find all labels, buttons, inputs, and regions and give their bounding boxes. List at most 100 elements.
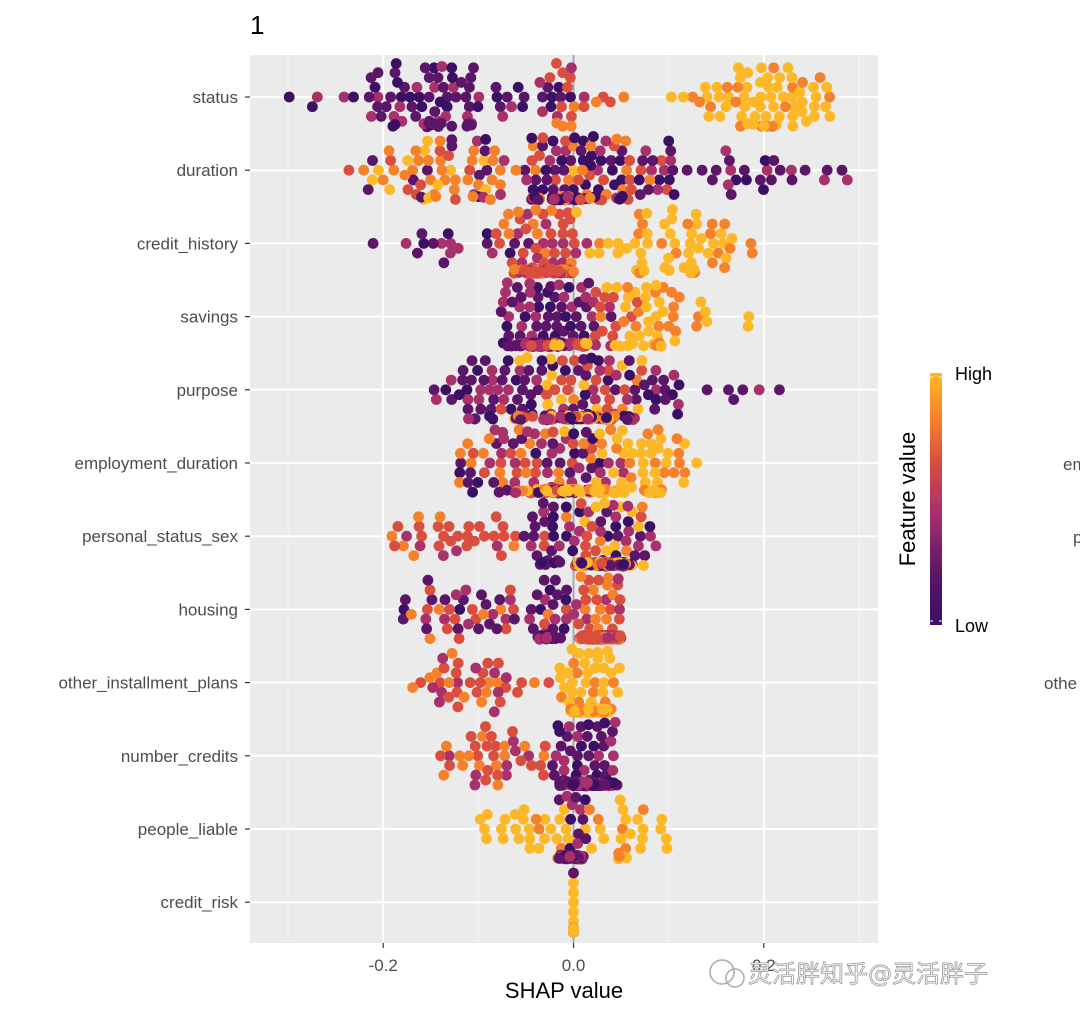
shap-point-duration bbox=[489, 145, 500, 157]
shap-point-duration bbox=[478, 155, 490, 166]
shap-point-status bbox=[756, 62, 767, 74]
shap-point-status bbox=[809, 111, 820, 122]
shap-point-savings bbox=[653, 320, 665, 332]
shap-point-status bbox=[389, 119, 401, 130]
shap-point-purpose bbox=[774, 384, 785, 396]
shap-point-people_liable bbox=[598, 833, 610, 845]
shap-point-housing bbox=[505, 584, 516, 596]
shap-point-status bbox=[736, 111, 747, 122]
shap-point-employment_duration bbox=[501, 484, 513, 496]
shap-point-housing bbox=[421, 623, 432, 635]
shap-point-status bbox=[787, 111, 799, 122]
shap-point-personal_status_sex bbox=[567, 545, 579, 557]
shap-point-other_installment_plans bbox=[493, 657, 504, 669]
shap-point-status bbox=[423, 72, 435, 83]
shap-point-personal_status_sex bbox=[547, 521, 558, 532]
shap-point-employment_duration bbox=[573, 462, 585, 474]
shap-point-personal_status_sex bbox=[618, 559, 630, 570]
shap-point-purpose bbox=[545, 353, 557, 365]
shap-point-status bbox=[473, 91, 485, 103]
shap-point-credit_history bbox=[416, 228, 428, 240]
shap-point-status bbox=[406, 101, 418, 113]
shap-point-status bbox=[429, 81, 440, 93]
shap-point-credit_history bbox=[745, 238, 757, 249]
shap-point-duration bbox=[549, 164, 561, 176]
shap-point-personal_status_sex bbox=[612, 530, 624, 542]
shap-point-duration bbox=[821, 164, 833, 176]
shap-point-status bbox=[537, 91, 548, 103]
shap-point-purpose bbox=[462, 394, 474, 405]
shap-point-status bbox=[801, 115, 812, 127]
shap-point-purpose bbox=[492, 384, 504, 396]
shap-point-savings bbox=[563, 282, 575, 293]
shap-point-purpose bbox=[629, 384, 641, 396]
shap-point-housing bbox=[547, 599, 559, 610]
shap-point-credit_history bbox=[642, 238, 653, 249]
clipped-label-em: em bbox=[1063, 455, 1080, 474]
shap-point-housing bbox=[487, 608, 499, 620]
shap-point-duration bbox=[759, 155, 771, 166]
shap-point-people_liable bbox=[524, 833, 536, 845]
shap-point-duration bbox=[449, 184, 460, 196]
shap-point-people_liable bbox=[579, 794, 591, 806]
shap-point-credit_history bbox=[481, 228, 493, 240]
shap-point-duration bbox=[498, 155, 510, 166]
shap-point-personal_status_sex bbox=[576, 557, 588, 569]
shap-point-status bbox=[512, 81, 524, 93]
shap-point-credit_history bbox=[691, 218, 703, 230]
shap-point-purpose bbox=[556, 394, 567, 405]
shap-point-credit_history bbox=[635, 247, 647, 259]
shap-point-status bbox=[732, 81, 744, 93]
shap-point-housing bbox=[590, 613, 601, 625]
shap-point-duration bbox=[577, 155, 589, 166]
shap-point-status bbox=[738, 91, 750, 103]
shap-point-duration bbox=[647, 155, 659, 166]
shap-point-savings bbox=[650, 279, 662, 291]
shap-point-personal_status_sex bbox=[434, 511, 446, 523]
shap-point-housing bbox=[509, 613, 520, 625]
shap-point-employment_duration bbox=[605, 424, 617, 436]
shap-point-personal_status_sex bbox=[554, 556, 566, 568]
shap-point-housing bbox=[527, 623, 539, 635]
shap-point-duration bbox=[560, 135, 571, 147]
x-axis-labels: -0.2 0.0 0.2 bbox=[369, 943, 776, 975]
shap-point-duration bbox=[725, 189, 737, 200]
shap-point-purpose bbox=[672, 408, 683, 420]
shap-point-purpose bbox=[514, 365, 526, 376]
shap-point-duration bbox=[434, 135, 446, 147]
shap-point-people_liable bbox=[592, 813, 604, 825]
shap-point-credit_history bbox=[594, 238, 605, 249]
shap-point-number_credits bbox=[477, 731, 488, 742]
shap-point-credit_risk bbox=[568, 867, 579, 879]
shap-point-purpose bbox=[565, 374, 577, 386]
shap-point-purpose bbox=[604, 394, 615, 405]
shap-point-savings bbox=[506, 296, 518, 308]
shap-point-duration bbox=[668, 189, 680, 200]
shap-point-savings bbox=[595, 311, 607, 322]
shap-point-credit_history bbox=[706, 218, 718, 230]
shap-point-savings bbox=[640, 291, 651, 303]
shap-point-duration bbox=[841, 174, 853, 186]
shap-point-duration bbox=[755, 174, 766, 186]
shap-point-credit_history bbox=[593, 247, 605, 259]
shap-point-status bbox=[741, 81, 753, 93]
shap-point-personal_status_sex bbox=[401, 530, 412, 542]
shap-point-employment_duration bbox=[618, 486, 630, 498]
shap-point-other_installment_plans bbox=[443, 691, 455, 703]
shap-point-status bbox=[394, 101, 406, 113]
shap-point-housing bbox=[439, 613, 450, 625]
shap-point-purpose bbox=[542, 399, 554, 410]
shap-point-savings bbox=[633, 330, 645, 342]
shap-point-other_installment_plans bbox=[589, 662, 601, 674]
shap-point-number_credits bbox=[555, 740, 567, 752]
shap-point-status bbox=[562, 81, 573, 93]
shap-point-duration bbox=[343, 164, 355, 176]
shap-point-status bbox=[703, 111, 715, 122]
shap-point-employment_duration bbox=[691, 457, 703, 469]
shap-point-other_installment_plans bbox=[608, 677, 619, 688]
shap-point-housing bbox=[441, 623, 453, 635]
shap-point-employment_duration bbox=[589, 485, 601, 496]
shap-point-employment_duration bbox=[467, 447, 479, 459]
shap-point-credit_risk bbox=[568, 896, 579, 908]
shap-point-credit_risk bbox=[568, 906, 579, 918]
